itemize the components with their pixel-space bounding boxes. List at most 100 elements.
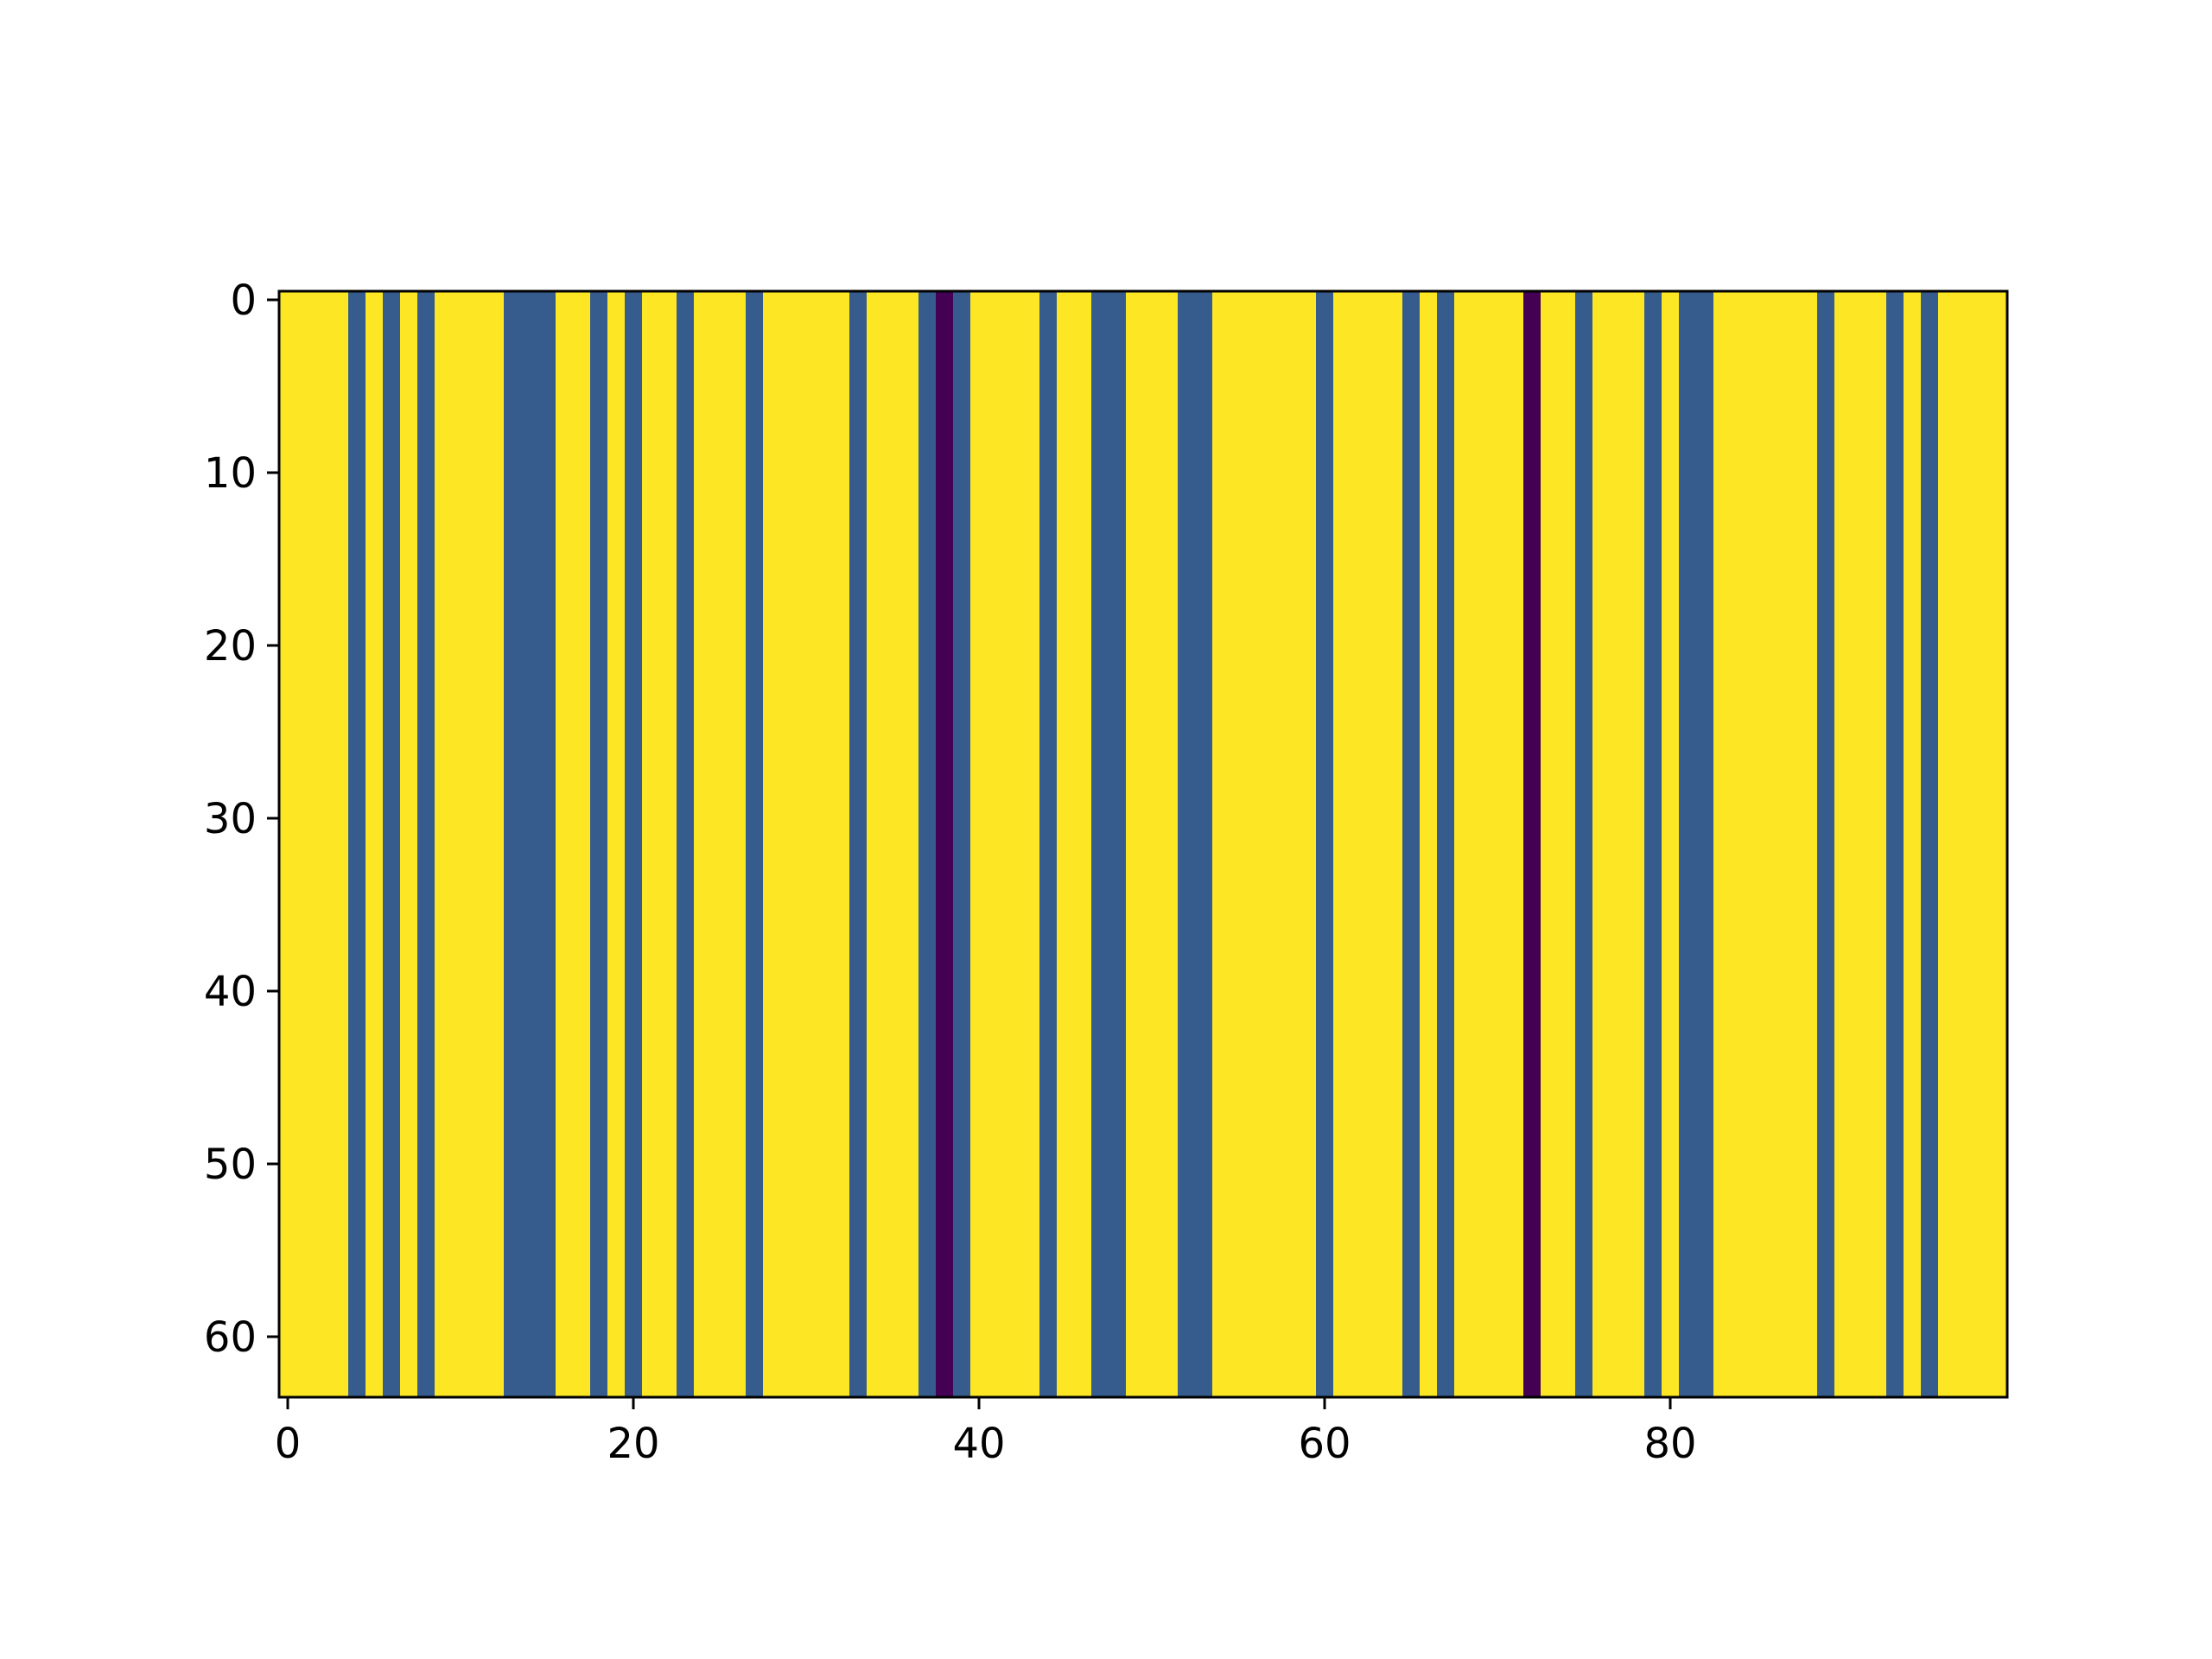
heatmap-column-4 (348, 291, 366, 1397)
heatmap-column-36 (901, 291, 919, 1397)
heatmap-column-80 (1662, 291, 1680, 1397)
heatmap-column-57 (1264, 291, 1282, 1397)
heatmap-column-9 (435, 291, 453, 1397)
heatmap-column-73 (1541, 291, 1559, 1397)
heatmap-column-62 (1351, 291, 1369, 1397)
y-tick-label: 40 (204, 968, 257, 1016)
x-tick-label: 80 (1643, 1420, 1696, 1468)
heatmap-column-32 (832, 291, 850, 1397)
heatmap-column-78 (1627, 291, 1645, 1397)
y-tick-label: 50 (204, 1141, 257, 1189)
heatmap-column-30 (798, 291, 816, 1397)
heatmap-column-96 (1938, 291, 1956, 1397)
heatmap-column-83 (1713, 291, 1732, 1397)
heatmap-column-18 (590, 291, 608, 1397)
heatmap-column-7 (400, 291, 418, 1397)
heatmap-column-16 (556, 291, 574, 1397)
y-tick-label: 30 (204, 795, 257, 843)
heatmap-column-56 (1247, 291, 1265, 1397)
heatmap-column-91 (1852, 291, 1870, 1397)
heatmap-column-53 (1195, 291, 1213, 1397)
heatmap-column-51 (1160, 291, 1179, 1397)
heatmap-column-20 (625, 291, 643, 1397)
heatmap-column-21 (642, 291, 660, 1397)
heatmap-column-19 (607, 291, 626, 1397)
heatmap-column-86 (1765, 291, 1783, 1397)
heatmap-column-85 (1748, 291, 1766, 1397)
y-tick-label: 0 (230, 276, 257, 325)
heatmap-column-61 (1333, 291, 1351, 1397)
y-tick-label: 20 (204, 622, 257, 671)
x-tick-label: 20 (607, 1420, 659, 1468)
x-tick-label: 0 (275, 1420, 302, 1468)
heatmap-column-92 (1869, 291, 1887, 1397)
heatmap-column-75 (1575, 291, 1593, 1397)
heatmap-columns (279, 291, 2008, 1397)
heatmap-column-10 (452, 291, 470, 1397)
y-tick-label: 60 (204, 1313, 257, 1362)
heatmap-column-0 (279, 291, 297, 1397)
heatmap-column-23 (677, 291, 695, 1397)
heatmap-column-15 (538, 291, 556, 1397)
heatmap-column-76 (1592, 291, 1611, 1397)
heatmap-column-8 (417, 291, 435, 1397)
heatmap-column-72 (1523, 291, 1541, 1397)
heatmap-column-66 (1420, 291, 1438, 1397)
heatmap-column-70 (1489, 291, 1507, 1397)
heatmap-column-50 (1143, 291, 1161, 1397)
heatmap-column-3 (331, 291, 349, 1397)
heatmap-column-13 (504, 291, 522, 1397)
heatmap-column-82 (1696, 291, 1714, 1397)
heatmap-column-88 (1800, 291, 1818, 1397)
x-tick-label: 60 (1298, 1420, 1351, 1468)
heatmap-column-46 (1074, 291, 1092, 1397)
heatmap-column-33 (849, 291, 868, 1397)
heatmap-column-97 (1955, 291, 1974, 1397)
heatmap-column-41 (988, 291, 1006, 1397)
heatmap-column-31 (815, 291, 833, 1397)
heatmap-column-1 (296, 291, 315, 1397)
heatmap-column-38 (936, 291, 954, 1397)
heatmap-column-74 (1558, 291, 1576, 1397)
heatmap-column-63 (1368, 291, 1386, 1397)
plot-frame (277, 289, 2009, 1399)
heatmap-column-14 (521, 291, 539, 1397)
heatmap-column-48 (1109, 291, 1127, 1397)
heatmap-column-40 (970, 291, 988, 1397)
heatmap-column-90 (1834, 291, 1853, 1397)
heatmap-column-47 (1091, 291, 1109, 1397)
heatmap-column-95 (1921, 291, 1939, 1397)
heatmap-column-52 (1178, 291, 1196, 1397)
heatmap-column-71 (1506, 291, 1524, 1397)
heatmap-column-81 (1679, 291, 1697, 1397)
heatmap-column-94 (1904, 291, 1922, 1397)
heatmap-column-29 (780, 291, 798, 1397)
heatmap-column-17 (573, 291, 591, 1397)
heatmap-column-24 (694, 291, 712, 1397)
heatmap-column-55 (1230, 291, 1248, 1397)
heatmap-column-84 (1731, 291, 1749, 1397)
heatmap-column-64 (1385, 291, 1403, 1397)
heatmap-column-69 (1471, 291, 1490, 1397)
heatmap-column-11 (469, 291, 487, 1397)
heatmap-column-37 (918, 291, 937, 1397)
heatmap-column-68 (1454, 291, 1472, 1397)
heatmap-column-89 (1817, 291, 1835, 1397)
heatmap-column-59 (1299, 291, 1317, 1397)
heatmap-column-77 (1610, 291, 1628, 1397)
heatmap-column-93 (1886, 291, 1904, 1397)
y-axis: 0 10 20 30 40 50 60 (204, 276, 279, 1362)
heatmap-column-99 (1990, 291, 2008, 1397)
heatmap-column-2 (314, 291, 332, 1397)
heatmap-column-35 (884, 291, 902, 1397)
heatmap-column-5 (365, 291, 384, 1397)
y-tick-label: 10 (204, 449, 257, 498)
x-axis: 0 20 40 60 80 (275, 1397, 1697, 1468)
heatmap-column-60 (1316, 291, 1334, 1397)
heatmap-column-43 (1022, 291, 1040, 1397)
heatmap-column-98 (1973, 291, 1991, 1397)
heatmap-column-39 (953, 291, 971, 1397)
heatmap-column-6 (383, 291, 401, 1397)
heatmap-column-54 (1212, 291, 1230, 1397)
